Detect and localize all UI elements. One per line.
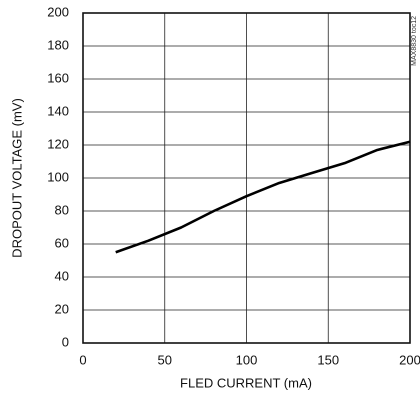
x-tick-label: 150	[317, 352, 339, 367]
y-axis-label: DROPOUT VOLTAGE (mV)	[9, 98, 24, 258]
y-tick-label: 40	[55, 268, 69, 283]
x-tick-label: 200	[399, 352, 420, 367]
y-tick-label: 120	[47, 136, 69, 151]
x-tick-label: 0	[79, 352, 86, 367]
y-tick-label: 100	[47, 169, 69, 184]
y-tick-label: 160	[47, 70, 69, 85]
x-axis-label: FLED CURRENT (mA)	[180, 375, 312, 390]
y-tick-label: 20	[55, 301, 69, 316]
x-tick-label: 50	[158, 352, 172, 367]
x-tick-label: 100	[236, 352, 258, 367]
y-tick-label: 0	[62, 334, 69, 349]
y-tick-label: 180	[47, 37, 69, 52]
y-tick-label: 60	[55, 235, 69, 250]
y-tick-label: 200	[47, 4, 69, 19]
y-tick-label: 140	[47, 103, 69, 118]
y-tick-label: 80	[55, 202, 69, 217]
plot-frame	[82, 12, 411, 344]
data-line	[115, 140, 411, 254]
annotation: MAX8830 toc12	[411, 16, 418, 66]
